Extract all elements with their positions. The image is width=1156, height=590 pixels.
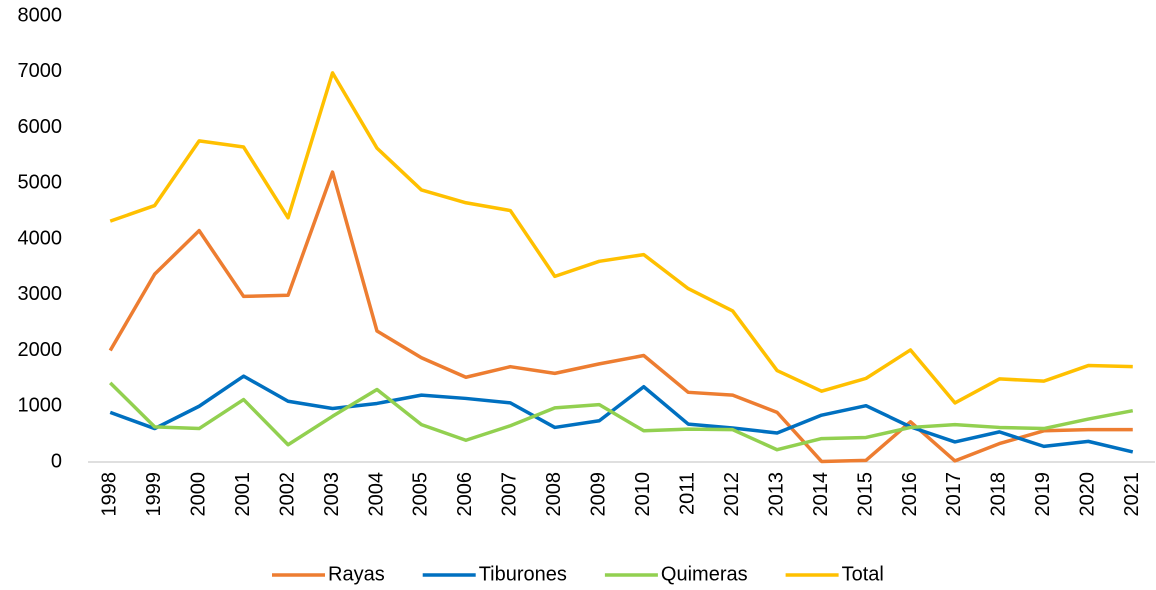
x-tick-label: 1998	[99, 472, 121, 517]
y-tick-label: 2000	[18, 339, 63, 361]
series-line	[108, 381, 1134, 452]
x-tick-label: 2014	[810, 472, 832, 517]
x-tick-label: 2015	[854, 472, 876, 517]
x-tick-label: 2004	[365, 472, 387, 517]
x-tick-label: 2018	[988, 472, 1010, 517]
x-tick-label: 1999	[143, 472, 165, 517]
legend-label: Quimeras	[661, 563, 748, 585]
x-tick-label: 2017	[943, 472, 965, 517]
legend-label: Rayas	[328, 563, 385, 585]
x-tick-label: 2003	[321, 472, 343, 517]
x-tick-label: 2020	[1077, 472, 1099, 517]
y-tick-label: 3000	[18, 283, 63, 305]
x-tick-label: 2016	[899, 472, 921, 517]
legend-label: Total	[842, 563, 884, 585]
x-tick-label: 2005	[410, 472, 432, 517]
x-tick-label: 2001	[232, 472, 254, 517]
y-tick-label: 8000	[18, 4, 63, 26]
x-tick-label: 2010	[632, 472, 654, 517]
x-tick-label: 2000	[187, 472, 209, 517]
series-line	[109, 71, 1133, 405]
x-tick-label: 2021	[1121, 472, 1143, 517]
x-tick-label: 2012	[721, 472, 743, 517]
legend-label: Tiburones	[479, 563, 567, 585]
y-tick-label: 7000	[18, 60, 63, 82]
x-tick-label: 2013	[765, 472, 787, 517]
x-tick-label: 2002	[276, 472, 298, 517]
series-line	[108, 170, 1133, 464]
x-tick-label: 2009	[588, 472, 610, 517]
y-tick-label: 5000	[18, 172, 63, 194]
y-tick-label: 0	[51, 450, 62, 472]
x-tick-label: 2008	[543, 472, 565, 517]
series-line	[109, 374, 1134, 454]
y-tick-label: 6000	[18, 116, 63, 138]
y-tick-label: 4000	[18, 227, 63, 249]
y-tick-label: 1000	[18, 395, 63, 417]
x-tick-label: 2007	[499, 472, 521, 517]
x-tick-label: 2019	[1032, 472, 1054, 517]
x-tick-label: 2011	[676, 472, 698, 515]
x-tick-label: 2006	[454, 472, 476, 517]
